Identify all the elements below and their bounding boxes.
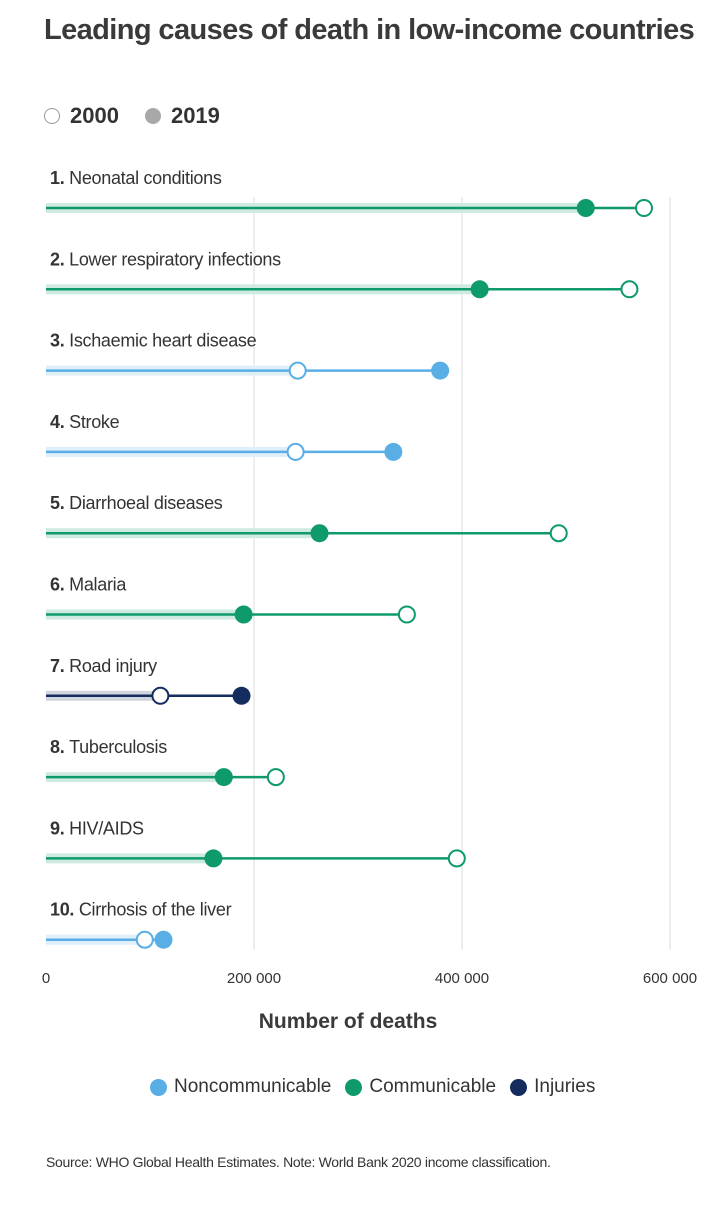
injuries-dot-icon bbox=[510, 1078, 528, 1096]
open-circle-icon bbox=[44, 108, 60, 124]
x-tick-label: 0 bbox=[42, 970, 50, 987]
marker-2019 bbox=[234, 605, 253, 624]
row-label: 4. Stroke bbox=[50, 412, 120, 432]
chart-title: Leading causes of death in low-income co… bbox=[44, 14, 695, 46]
marker-2000 bbox=[135, 930, 154, 949]
row-label: 6. Malaria bbox=[50, 575, 127, 595]
x-tick-label: 400 000 bbox=[435, 970, 489, 987]
legend-noncommunicable: Noncommunicable bbox=[150, 1076, 331, 1098]
marker-2000 bbox=[447, 849, 466, 868]
x-tick-label: 600 000 bbox=[643, 970, 697, 987]
marker-2019 bbox=[470, 280, 489, 299]
row-label: 3. Ischaemic heart disease bbox=[50, 331, 257, 351]
legend-communicable-label: Communicable bbox=[369, 1076, 497, 1097]
source-note: Source: WHO Global Health Estimates. Not… bbox=[46, 1154, 551, 1170]
row-label: 9. HIV/AIDS bbox=[50, 818, 144, 838]
marker-2019 bbox=[576, 199, 595, 217]
x-tick-label: 200 000 bbox=[227, 970, 281, 987]
marker-2000 bbox=[288, 361, 307, 380]
marker-2019 bbox=[204, 849, 223, 868]
marker-2000 bbox=[620, 280, 639, 299]
category-legend: Noncommunicable Communicable Injuries bbox=[150, 1076, 609, 1098]
row-label: 7. Road injury bbox=[50, 656, 157, 676]
row-label: 1. Neonatal conditions bbox=[50, 168, 222, 188]
legend-noncommunicable-label: Noncommunicable bbox=[174, 1076, 332, 1097]
marker-2019 bbox=[384, 442, 403, 461]
marker-2000 bbox=[549, 524, 568, 543]
marker-2000 bbox=[635, 199, 653, 217]
legend-2019-label: 2019 bbox=[170, 103, 220, 128]
legend-2019: 2019 bbox=[144, 103, 220, 129]
year-legend: 2000 2019 bbox=[44, 103, 246, 129]
marker-2000 bbox=[286, 442, 305, 461]
marker-2000 bbox=[397, 605, 416, 624]
noncommunicable-dot-icon bbox=[150, 1078, 167, 1096]
x-axis-title: Number of deaths bbox=[259, 1010, 438, 1033]
marker-2019 bbox=[214, 768, 233, 787]
legend-injuries: Injuries bbox=[510, 1076, 595, 1098]
row-label: 5. Diarrhoeal diseases bbox=[50, 493, 223, 513]
marker-2019 bbox=[431, 361, 450, 380]
legend-2000-label: 2000 bbox=[70, 103, 119, 128]
legend-2000: 2000 bbox=[44, 103, 119, 129]
row-label: 10. Cirrhosis of the liver bbox=[50, 900, 232, 920]
marker-2019 bbox=[232, 686, 251, 705]
dumbbell-chart: 1. Neonatal conditions 2. Lower respirato… bbox=[42, 168, 697, 1033]
legend-communicable: Communicable bbox=[345, 1076, 496, 1098]
legend-injuries-label: Injuries bbox=[534, 1076, 596, 1097]
marker-2019 bbox=[154, 930, 173, 949]
marker-2000 bbox=[151, 686, 170, 705]
marker-2000 bbox=[266, 768, 285, 787]
marker-2019 bbox=[310, 524, 329, 543]
row-label: 2. Lower respiratory infections bbox=[50, 249, 281, 269]
communicable-dot-icon bbox=[345, 1078, 363, 1096]
filled-circle-icon bbox=[144, 108, 161, 124]
row-label: 8. Tuberculosis bbox=[50, 737, 167, 757]
